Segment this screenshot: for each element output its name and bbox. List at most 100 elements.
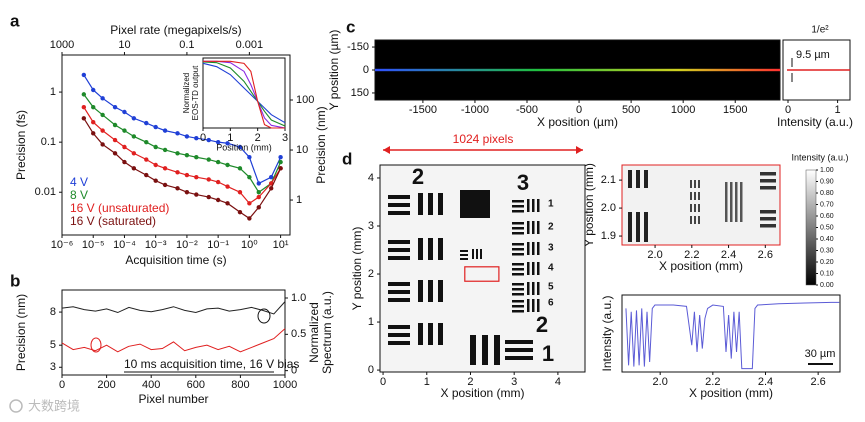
target-bar [636,170,640,188]
axis-label: Normalized [307,302,321,363]
target-bar [698,204,700,212]
data-point [162,182,168,188]
target-bar [438,193,443,215]
target-bar [690,192,692,200]
x-tick-label: 0.001 [236,39,264,51]
data-point [144,157,149,162]
target-bar [512,243,524,246]
target-bar [760,210,776,214]
data-point [153,144,158,150]
y-tick-label: 150 [351,87,369,99]
target-bar [512,232,524,235]
data-point [215,197,221,203]
data-point [237,190,243,195]
target-bar [505,348,533,352]
target-bar [512,283,524,286]
data-point [175,170,180,175]
target-bar [527,282,530,295]
y-tick-label: 4 [368,172,374,184]
x-tick-label: -1000 [461,104,489,116]
plot-frame [61,54,291,236]
target-bar [694,180,696,188]
x-tick-label: 800 [231,379,249,391]
target-bar [438,280,443,302]
target-bar [388,341,410,345]
target-bar [418,193,423,215]
data-point [247,155,252,160]
axis-label: Y position (mm) [350,227,364,311]
data-point [122,109,127,115]
target-bar [460,254,468,256]
data-point [175,186,180,191]
data-point [131,134,137,139]
axis-label: Position (mm) [216,142,272,152]
x-tick-label: 10⁻³ [145,239,167,251]
plot-frame [621,294,841,373]
panel-label: a [10,11,20,30]
plot-frame [621,164,781,246]
data-point [112,122,118,128]
data-point [247,201,252,206]
target-bar [694,216,696,224]
target-bar [644,212,648,242]
data-point [100,128,105,133]
x-tick-label: -500 [516,104,538,116]
colorbar-tick-label: 0.00 [820,282,834,289]
plot-frame [621,164,781,246]
annotation: 1/e² [811,25,829,36]
y-tick-label: 100 [296,94,314,106]
x-tick-label: 3 [511,376,517,388]
marker [257,308,271,324]
target-bar [694,204,696,212]
data-point [112,137,118,143]
element-label: 6 [548,298,554,309]
target-bar [512,268,524,271]
data-point [91,87,96,93]
target-bar [527,242,530,255]
x-tick-label: 2.6 [810,376,825,388]
target-bar [428,238,433,260]
data-line [203,60,285,129]
target-bar [388,256,410,260]
data-point [112,104,118,110]
panel-label: c [346,17,355,36]
target-bar [460,258,468,260]
target-bar [760,172,776,176]
target-bar [505,356,533,360]
data-point [81,104,87,110]
target-bar [690,204,692,212]
y-tick-label: 0 [363,64,369,76]
dimension-label: 1024 pixels [453,132,514,146]
target-bar [636,212,640,242]
target-bar [628,170,632,188]
target-bar [760,179,776,183]
element-label: 2 [548,222,554,233]
element-label: 4 [548,263,554,274]
target-bar [537,199,540,212]
axis-label: Precision (nm) [314,106,328,183]
target-bar [428,323,433,345]
data-point [144,120,149,126]
axis-label: Intensity (a.u.) [777,115,853,129]
target-bar [644,170,648,188]
target-bar [740,182,743,222]
y-tick-label: 3 [368,220,374,232]
y-tick-label: 1.0 [291,292,306,304]
target-bar [388,203,410,207]
colorbar-tick-label: 0.70 [820,201,834,208]
data-point [268,174,274,180]
axis-label: Y position (mm) [582,163,596,247]
y-tick-label: -150 [347,41,369,53]
target-bar [532,262,535,275]
target-bar [698,180,700,188]
plot-frame [202,57,286,129]
data-point [100,112,105,118]
data-point [215,159,221,165]
x-tick-label: 0 [200,132,206,144]
x-tick-label: 1500 [723,104,747,116]
target-bar [482,335,488,365]
data-point [194,174,199,180]
target-bar [532,299,535,312]
target-bar [388,195,410,199]
data-point [100,96,105,101]
